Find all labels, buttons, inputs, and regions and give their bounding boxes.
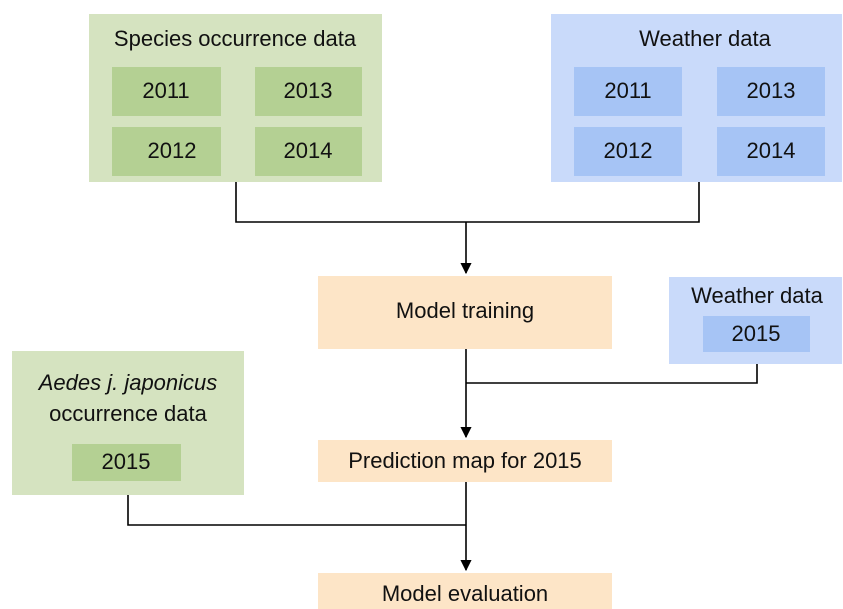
- connector: [127, 495, 466, 526]
- year-box: [703, 316, 810, 352]
- process-box: [318, 276, 612, 349]
- year: 2012: [148, 138, 197, 163]
- year: 2011: [604, 78, 651, 103]
- box-title: Species occurrence data: [114, 26, 357, 51]
- year-box: [72, 444, 181, 481]
- year-box: [255, 67, 362, 116]
- year: 2012: [604, 138, 653, 163]
- process-label: Prediction map for 2015: [348, 448, 582, 473]
- year-box: [112, 67, 221, 116]
- year: 2013: [747, 78, 796, 103]
- year: 2011: [142, 78, 189, 103]
- box-title: Weather data: [639, 26, 771, 51]
- year-box: [112, 127, 221, 176]
- year-box: [255, 127, 362, 176]
- box-title: Aedes j. japonicus: [37, 370, 218, 395]
- year: 2015: [732, 321, 781, 346]
- year-box: [717, 67, 825, 116]
- box-title: occurrence data: [49, 401, 208, 426]
- year: 2014: [747, 138, 796, 163]
- year-box: [717, 127, 825, 176]
- year: 2013: [284, 78, 333, 103]
- process-label: Model evaluation: [382, 581, 548, 606]
- year-box: [574, 127, 682, 176]
- year: 2014: [284, 138, 333, 163]
- box-title: Weather data: [691, 283, 823, 308]
- connector: [235, 182, 700, 223]
- connector: [466, 364, 758, 384]
- year-box: [574, 67, 682, 116]
- process-label: Model training: [396, 298, 534, 323]
- process-box: [318, 440, 612, 482]
- year: 2015: [102, 449, 151, 474]
- process-box: [318, 573, 612, 609]
